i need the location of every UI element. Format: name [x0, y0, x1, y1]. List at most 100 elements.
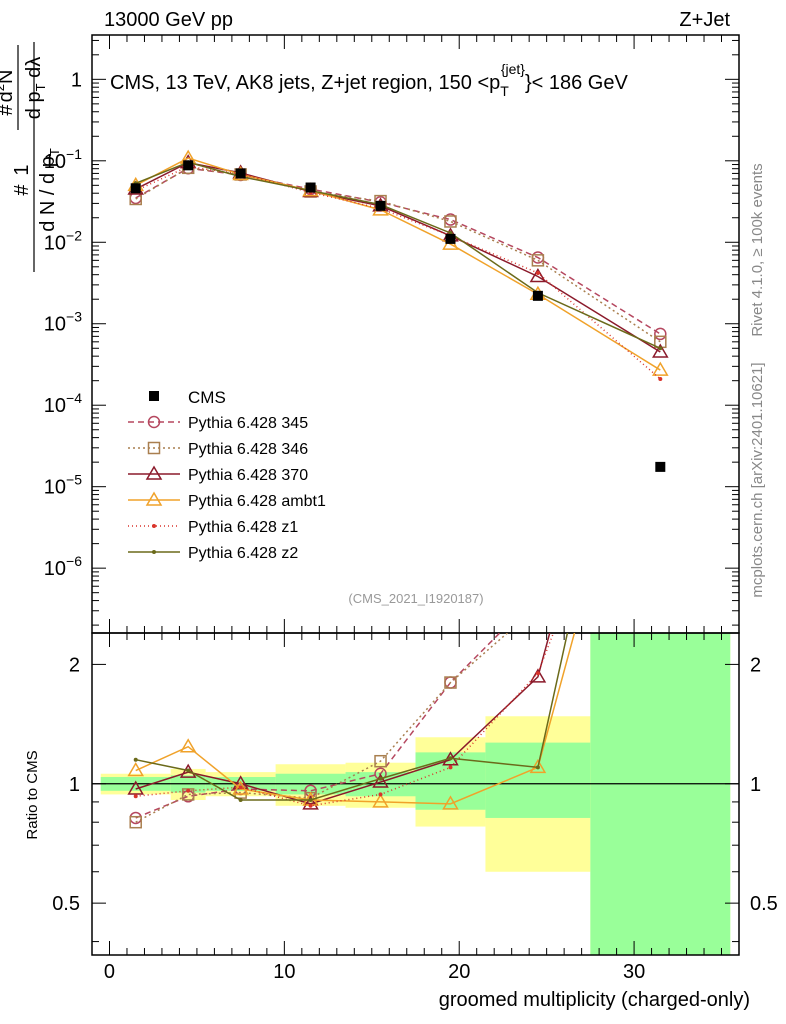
- ratio-y-tick-label-left: 1: [69, 774, 80, 796]
- series-370-ratio-point: [127, 780, 145, 795]
- ratio-y-tick-label-left: 0.5: [52, 893, 80, 915]
- series-z1-ratio-point: [308, 803, 313, 808]
- cms-data-point: [235, 168, 246, 179]
- legend-marker: [145, 465, 163, 480]
- main-plot-series: [127, 149, 669, 472]
- ratio-y-tick-label-right: 1: [750, 774, 761, 796]
- main-y-tick-label: 10−5: [44, 472, 82, 499]
- series-346-ratio-point: [129, 815, 142, 829]
- series-370-line: [135, 161, 661, 353]
- series-z2-ratio-point: [238, 798, 243, 803]
- series-z2-ratio-point: [133, 757, 138, 762]
- series-ambt1-line: [135, 157, 661, 371]
- main-y-tick-label: 10−1: [44, 146, 82, 173]
- legend-marker: [145, 491, 163, 506]
- ratio-plot-series: [127, 633, 576, 829]
- axis-ticks: [91, 35, 740, 955]
- band-green: [485, 742, 591, 818]
- series-z1-ratio-point: [133, 794, 138, 799]
- chart-title: CMS, 13 TeV, AK8 jets, Z+jet region, 150…: [110, 61, 628, 99]
- legend: CMS Pythia 6.428 345 Pythia 6.428 346 Pythi…: [128, 388, 326, 562]
- series-z2-line: [135, 161, 661, 349]
- svg-text:d2N: d2N: [0, 70, 17, 103]
- main-y-tick-label: 10−4: [44, 390, 82, 417]
- analysis-label: (CMS_2021_I1920187): [348, 591, 483, 606]
- series-370-ratio-point: [372, 773, 389, 788]
- legend-marker: [152, 550, 156, 554]
- series-ambt1-ratio-point: [127, 762, 145, 777]
- legend-label: Pythia 6.428 370: [188, 467, 308, 484]
- series-z1-ratio-point: [186, 788, 191, 793]
- x-tick-labels: 0 10 20 30: [104, 961, 645, 983]
- svg-text:1: 1: [11, 164, 33, 175]
- legend-marker: [147, 415, 161, 429]
- series-345-line: [135, 167, 661, 335]
- series-ambt1-ratio-point: [179, 738, 197, 753]
- series-370-point: [652, 343, 669, 358]
- series-346-ratio-point: [444, 676, 457, 689]
- series-370-ratio-point: [529, 668, 547, 683]
- series-z2-ratio-point: [308, 798, 313, 803]
- svg-text:d pT dλ: d pT dλ: [23, 57, 48, 119]
- cms-data-point: [183, 160, 194, 171]
- legend-label: Pythia 6.428 ambt1: [188, 493, 326, 510]
- series-370-ratio-point: [179, 763, 197, 778]
- cms-data-point: [532, 290, 543, 301]
- ratio-y-tick-label-right: 2: [750, 654, 761, 676]
- legend-label: Pythia 6.428 z2: [188, 545, 298, 562]
- series-346-point: [531, 254, 545, 267]
- mcplots-label: mcplots.cern.ch [arXiv:2401.10621]: [749, 362, 766, 597]
- series-z2-ratio-point: [186, 768, 191, 773]
- cms-data-point: [375, 200, 386, 211]
- series-ambt1-point: [652, 361, 669, 376]
- main-panel-frame: [91, 34, 740, 634]
- legend-label: Pythia 6.428 z1: [188, 519, 298, 536]
- x-tick-label: 20: [448, 961, 470, 983]
- series-346-ratio-line: [135, 633, 509, 823]
- series-z1-ratio-point: [535, 671, 540, 676]
- svg-text:d N / d pT: d N / d pT: [37, 148, 62, 232]
- series-346-ratio-point: [374, 754, 387, 768]
- legend-label: Pythia 6.428 346: [188, 441, 308, 458]
- x-tick-label: 10: [273, 961, 295, 983]
- main-y-tick-label: 1: [71, 69, 82, 91]
- ratio-y-tick-label-right: 0.5: [750, 893, 778, 915]
- series-ambt1-ratio-point: [372, 793, 389, 808]
- legend-cms-marker: [149, 391, 159, 401]
- series-370-ratio-point: [302, 795, 319, 810]
- header-right: Z+Jet: [679, 9, 730, 31]
- series-346-line: [135, 167, 661, 343]
- band-green: [415, 752, 486, 810]
- series-345-point: [654, 327, 667, 341]
- series-z1-point: [658, 376, 663, 381]
- legend-marker: [147, 441, 161, 455]
- x-tick-label: 30: [623, 961, 645, 983]
- series-z2-point: [658, 346, 663, 351]
- legend-cms-label: CMS: [188, 388, 226, 407]
- x-tick-label: 0: [104, 961, 115, 983]
- cms-data-point: [305, 182, 316, 193]
- series-z2-ratio-point: [535, 765, 540, 770]
- rivet-label: Rivet 4.1.0, ≥ 100k events: [749, 163, 766, 336]
- ratio-y-axis-label: Ratio to CMS: [24, 750, 41, 839]
- svg-text:#: #: [11, 184, 33, 196]
- main-y-tick-label: 10−2: [44, 227, 82, 254]
- series-345-ratio-line: [135, 633, 501, 819]
- series-z2-ratio-line: [135, 633, 569, 801]
- series-z2-ratio-point: [448, 756, 453, 761]
- svg-text:#: #: [0, 104, 17, 116]
- series-346-point: [444, 215, 457, 228]
- series-370-point: [529, 268, 547, 283]
- series-z1-point: [535, 270, 540, 275]
- cms-data-point: [655, 461, 666, 472]
- header-left: 13000 GeV pp: [104, 9, 233, 31]
- ratio-panel-frame: [91, 632, 740, 956]
- series-ambt1-ratio-line: [135, 633, 576, 805]
- cms-data-point: [445, 233, 456, 244]
- cms-data-point: [130, 183, 141, 194]
- x-axis-label: groomed multiplicity (charged-only): [439, 989, 750, 1011]
- main-y-tick-label: 10−3: [44, 309, 82, 336]
- band-green: [590, 633, 731, 955]
- series-z1-line: [135, 165, 661, 380]
